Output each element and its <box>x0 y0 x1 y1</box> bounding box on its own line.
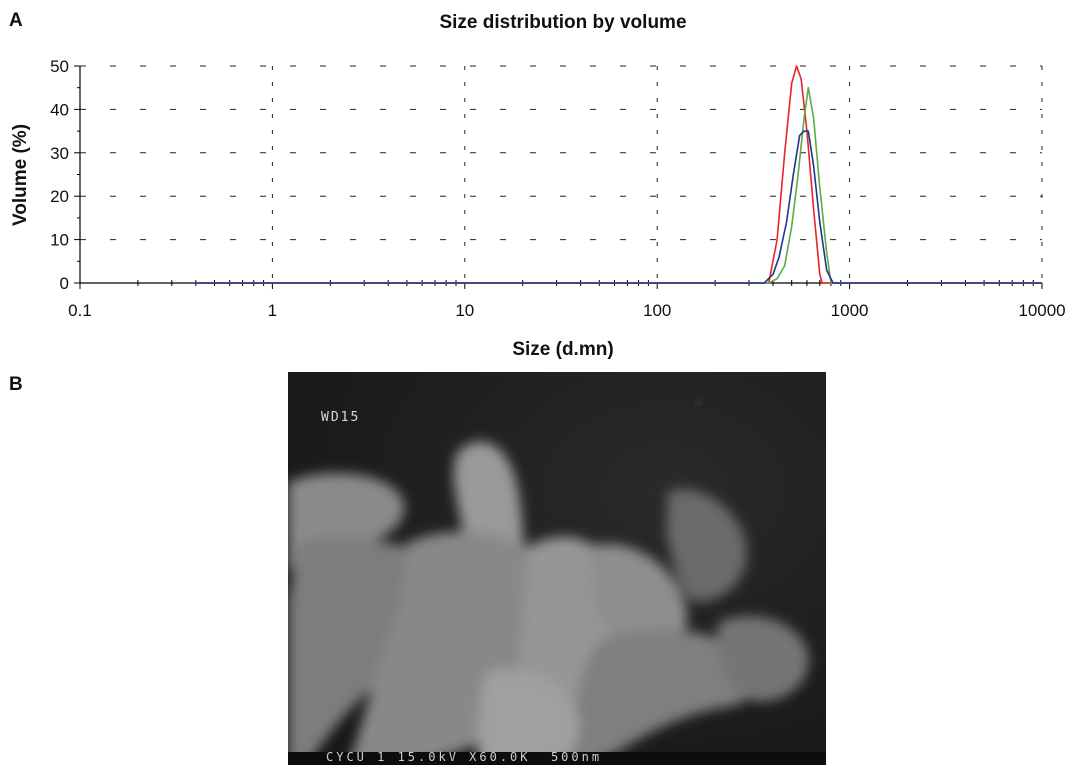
sem-info-bar: CYCU 1 15.0kV X60.0K 500nm <box>288 750 826 765</box>
x-tick-label: 1000 <box>831 301 869 320</box>
chart-title: Size distribution by volume <box>439 12 686 33</box>
size-distribution-chart: Size distribution by volume 010203040500… <box>10 12 1066 360</box>
y-tick-label: 30 <box>50 144 69 163</box>
sem-label-top: WD15 <box>321 410 361 425</box>
x-tick-label: 10000 <box>1018 301 1065 320</box>
x-tick-label: 1 <box>268 301 277 320</box>
chart-series <box>195 65 1042 284</box>
series-line <box>195 65 1042 284</box>
series-line <box>195 86 1042 284</box>
x-axis-title: Size (d.mn) <box>512 339 613 360</box>
sem-micrograph: WD15 CYCU 1 15.0kV X60.0K 500nm <box>288 372 826 765</box>
y-tick-label: 40 <box>50 100 69 119</box>
x-tick-label: 10 <box>455 301 474 320</box>
y-tick-label: 50 <box>50 57 69 76</box>
y-tick-label: 20 <box>50 187 69 206</box>
series-line <box>195 130 1042 284</box>
y-tick-label: 0 <box>60 274 69 293</box>
y-tick-label: 10 <box>50 231 69 250</box>
chart-axes: 0 10 20 30 40 50 0.1 1 10 100 1000 10000 <box>50 57 1066 320</box>
y-axis-title: Volume (%) <box>10 124 31 226</box>
chart-grid <box>80 65 1043 283</box>
x-tick-label: 0.1 <box>68 301 92 320</box>
sem-footer-text: CYCU 1 15.0kV X60.0K 500nm <box>326 750 603 764</box>
sem-particles <box>288 399 809 765</box>
x-tick-label: 100 <box>643 301 671 320</box>
panel-b-label: B <box>9 374 23 395</box>
panel-a-label: A <box>9 10 23 31</box>
